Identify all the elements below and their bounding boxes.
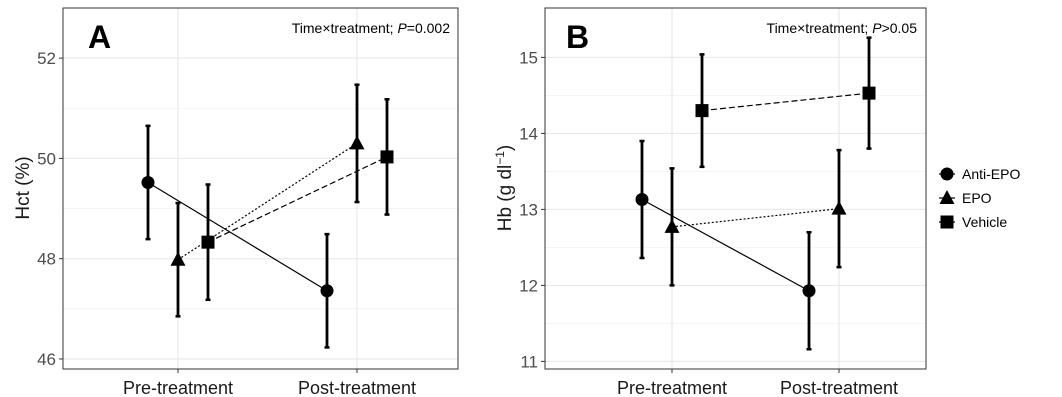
panel-b: 11 12 13 14 15 Pre-treatment Post-treatment B… xyxy=(493,7,927,397)
legend-item-epo: EPO xyxy=(939,190,992,206)
y-tick-label: 15 xyxy=(519,48,538,67)
legend-item-anti-epo: Anti-EPO xyxy=(939,166,1020,182)
panel-a-error-bars xyxy=(145,83,390,349)
panel-b-x-ticks: Pre-treatment Post-treatment xyxy=(617,369,898,397)
panel-b-frame xyxy=(544,7,927,370)
legend-marker-circle xyxy=(940,167,954,181)
panel-a: 46 48 50 52 Pre-treatment Post-treatment A T… xyxy=(13,7,459,397)
point-epo xyxy=(831,200,847,215)
point-anti-epo xyxy=(320,284,334,298)
legend-label: Vehicle xyxy=(962,214,1007,230)
series-line-epo xyxy=(671,208,840,228)
panel-a-frame xyxy=(62,7,459,370)
panel-b-y-ticks: 11 12 13 14 15 xyxy=(519,48,545,371)
x-tick-label: Post-treatment xyxy=(780,378,898,397)
panel-b-annotation: Time×treatment; P>0.05 xyxy=(767,20,918,36)
panel-b-markers xyxy=(635,86,876,298)
panel-a-x-ticks: Pre-treatment Post-treatment xyxy=(123,369,416,397)
series-line-anti-epo xyxy=(641,198,810,292)
panel-a-y-ticks: 46 48 50 52 xyxy=(37,49,63,369)
y-tick-label: 50 xyxy=(37,149,56,168)
legend-label: EPO xyxy=(962,190,992,206)
legend-marker-triangle xyxy=(939,190,955,204)
series-line-vehicle xyxy=(207,156,388,243)
point-anti-epo xyxy=(635,193,649,207)
panel-b-lines xyxy=(641,92,870,292)
series-line-vehicle xyxy=(701,92,870,112)
point-vehicle xyxy=(380,150,394,164)
panel-a-y-axis-label: Hct (%) xyxy=(13,156,34,219)
y-tick-label: 13 xyxy=(519,200,538,219)
panel-b-error-bars xyxy=(639,36,872,351)
legend: Anti-EPO EPO Vehicle xyxy=(939,166,1020,230)
y-tick-label: 46 xyxy=(37,350,56,369)
legend-item-vehicle: Vehicle xyxy=(939,214,1007,230)
y-tick-label: 12 xyxy=(519,276,538,295)
panel-a-markers xyxy=(141,135,394,298)
panel-b-label: B xyxy=(566,19,589,55)
point-anti-epo xyxy=(141,175,155,189)
panel-a-grid xyxy=(63,8,458,369)
panel-a-label: A xyxy=(88,19,111,55)
legend-marker-square xyxy=(940,215,954,229)
series-line-epo xyxy=(177,142,358,261)
point-epo xyxy=(349,135,365,150)
point-anti-epo xyxy=(802,284,816,298)
x-tick-label: Pre-treatment xyxy=(617,378,727,397)
x-tick-label: Pre-treatment xyxy=(123,378,233,397)
panel-b-y-axis-label: Hb (g dl−1) xyxy=(493,145,516,232)
x-tick-label: Post-treatment xyxy=(298,378,416,397)
point-vehicle xyxy=(862,86,876,100)
point-epo xyxy=(170,251,186,266)
panel-a-annotation: Time×treatment; P=0.002 xyxy=(292,20,450,36)
y-tick-label: 14 xyxy=(519,124,538,143)
y-tick-label: 11 xyxy=(520,352,538,371)
y-tick-label: 48 xyxy=(37,250,56,269)
point-epo xyxy=(664,218,680,233)
panel-a-lines xyxy=(147,142,388,292)
point-vehicle xyxy=(695,104,709,118)
series-line-anti-epo xyxy=(147,181,328,292)
y-tick-label: 52 xyxy=(37,49,56,68)
point-vehicle xyxy=(201,235,215,249)
legend-label: Anti-EPO xyxy=(962,166,1020,182)
